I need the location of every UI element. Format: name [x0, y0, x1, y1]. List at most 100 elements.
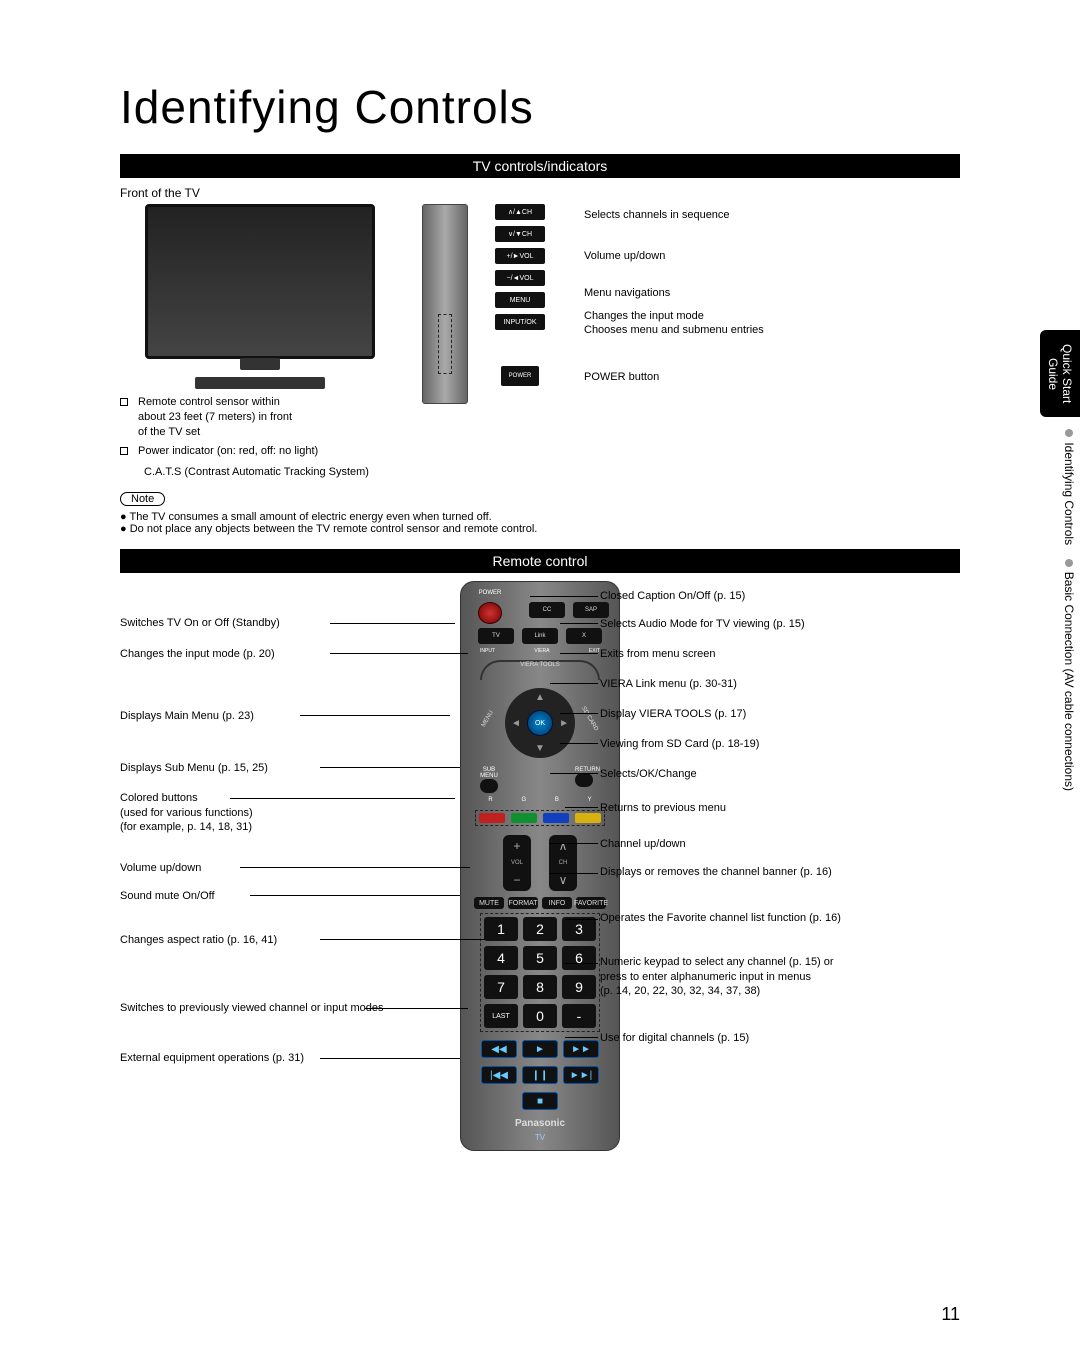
tv-illustration	[145, 204, 375, 359]
callout-return: Returns to previous menu	[600, 801, 726, 815]
viera-tools-arc: VIERA TOOLS	[480, 660, 600, 680]
sap-button: SAP	[573, 602, 609, 618]
skip-fwd-icon: ►►|	[563, 1066, 599, 1084]
arrow-right-icon: ►	[559, 718, 569, 729]
last-button: LAST	[484, 1004, 518, 1028]
callout-sap: Selects Audio Mode for TV viewing (p. 15…	[600, 617, 805, 631]
note-2: Do not place any objects between the TV …	[120, 523, 960, 535]
cc-button: CC	[529, 602, 565, 618]
vol-rocker: +VOL−	[503, 835, 531, 891]
tab-quickstart: Quick Start	[1060, 344, 1074, 403]
num-4: 4	[484, 946, 518, 970]
num-0: 0	[523, 1004, 557, 1028]
tab-identifying: Identifying Controls	[1062, 443, 1076, 546]
red-button	[479, 813, 505, 823]
callout-submenu: Displays Sub Menu (p. 15, 25)	[120, 761, 268, 775]
panel-desc-channels: Selects channels in sequence	[572, 208, 960, 223]
page-title: Identifying Controls	[120, 80, 960, 134]
arrow-down-icon: ▼	[535, 743, 545, 754]
sensor-desc: Remote control sensor within about 23 fe…	[138, 395, 298, 440]
return-button	[575, 773, 593, 787]
callout-menu: Displays Main Menu (p. 23)	[120, 709, 254, 723]
skip-back-icon: |◀◀	[481, 1066, 517, 1084]
submenu-label: SUB MENU	[480, 767, 498, 779]
numeric-keypad: 1 2 3 4 5 6 7 8 9 LAST 0 -	[480, 913, 600, 1032]
callout-viera-tools: Display VIERA TOOLS (p. 17)	[600, 707, 746, 721]
dpad: ▲ ▼ ◄ ► OK	[505, 688, 575, 758]
panel-vol-up: +/►VOL	[495, 248, 545, 264]
y-label: Y	[588, 797, 592, 803]
input-label: INPUT	[480, 648, 495, 654]
page-number: 11	[941, 1304, 960, 1325]
panel-vol-down: −/◄VOL	[495, 270, 545, 286]
callout-dash: Use for digital channels (p. 15)	[600, 1031, 749, 1045]
panel-desc-volume: Volume up/down	[572, 249, 960, 264]
favorite-button: FAVORITE	[576, 897, 606, 909]
callout-ok: Selects/OK/Change	[600, 767, 697, 781]
colored-buttons	[475, 810, 605, 826]
callout-info: Displays or removes the channel banner (…	[600, 865, 832, 879]
num-6: 6	[562, 946, 596, 970]
sdcard-label: SD CARD	[580, 705, 599, 731]
note-label: Note	[120, 492, 165, 506]
fastfwd-icon: ►►	[563, 1040, 599, 1058]
num-8: 8	[523, 975, 557, 999]
remote-illustration: POWER CC SAP TV Link X INPUT VIERA EXIT …	[460, 581, 620, 1151]
num-2: 2	[523, 917, 557, 941]
callout-mute: Sound mute On/Off	[120, 889, 215, 903]
cats-desc: C.A.T.S (Contrast Automatic Tracking Sys…	[120, 466, 400, 478]
viera-link-button: Link	[522, 628, 558, 644]
mute-button: MUTE	[474, 897, 504, 909]
tv-stand	[195, 377, 325, 389]
num-9: 9	[562, 975, 596, 999]
transport-row-3: ■	[522, 1092, 558, 1110]
r-label: R	[488, 797, 492, 803]
panel-desc-input2: Chooses menu and submenu entries	[584, 323, 960, 338]
stop-icon: ■	[522, 1092, 558, 1110]
bullet-icon	[1065, 429, 1073, 437]
panel-input-ok: INPUT/OK	[495, 314, 545, 330]
num-5: 5	[523, 946, 557, 970]
callout-last: Switches to previously viewed channel or…	[120, 1001, 384, 1015]
section-tv-controls: TV controls/indicators	[120, 154, 960, 178]
front-of-tv-label: Front of the TV	[120, 186, 960, 200]
callout-ext: External equipment operations (p. 31)	[120, 1051, 304, 1065]
section-remote: Remote control	[120, 549, 960, 573]
submenu-button	[480, 779, 498, 793]
panel-desc-power: POWER button	[572, 370, 960, 385]
callout-format: Changes aspect ratio (p. 16, 41)	[120, 933, 277, 947]
side-panel-illustration	[422, 204, 468, 404]
g-label: G	[521, 797, 526, 803]
format-button: FORMAT	[508, 897, 538, 909]
blue-button	[543, 813, 569, 823]
green-button	[511, 813, 537, 823]
num-7: 7	[484, 975, 518, 999]
play-icon: ►	[522, 1040, 558, 1058]
brand-label: Panasonic	[515, 1118, 565, 1129]
tab-basic-connection: Basic Connection (AV cable connections)	[1062, 572, 1076, 791]
panel-menu: MENU	[495, 292, 545, 308]
b-label: B	[555, 797, 559, 803]
tab-guide: Guide	[1046, 358, 1060, 390]
side-tab: Quick Start Guide Identifying Controls B…	[970, 330, 1080, 801]
callout-cc: Closed Caption On/Off (p. 15)	[600, 589, 745, 603]
callout-exit: Exits from menu screen	[600, 647, 716, 661]
menu-label: MENU	[481, 709, 495, 727]
callout-power: Switches TV On or Off (Standby)	[120, 616, 280, 630]
note-1: The TV consumes a small amount of electr…	[120, 511, 960, 523]
exit-button: X	[566, 628, 602, 644]
num-1: 1	[484, 917, 518, 941]
panel-ch-up: ∧/▲CH	[495, 204, 545, 220]
dash-button: -	[562, 1004, 596, 1028]
bullet-icon	[1065, 559, 1073, 567]
pause-icon: ❙❙	[522, 1066, 558, 1084]
callout-box-icon	[120, 447, 128, 455]
callout-fav: Operates the Favorite channel list funct…	[600, 911, 841, 925]
viera-label: VIERA	[534, 648, 549, 654]
callout-input: Changes the input mode (p. 20)	[120, 647, 275, 661]
callout-viera-link: VIERA Link menu (p. 30-31)	[600, 677, 737, 691]
callout-vol: Volume up/down	[120, 861, 201, 875]
panel-desc-menu: Menu navigations	[572, 286, 960, 301]
power-label: POWER	[479, 590, 502, 596]
panel-ch-down: ∨/▼CH	[495, 226, 545, 242]
